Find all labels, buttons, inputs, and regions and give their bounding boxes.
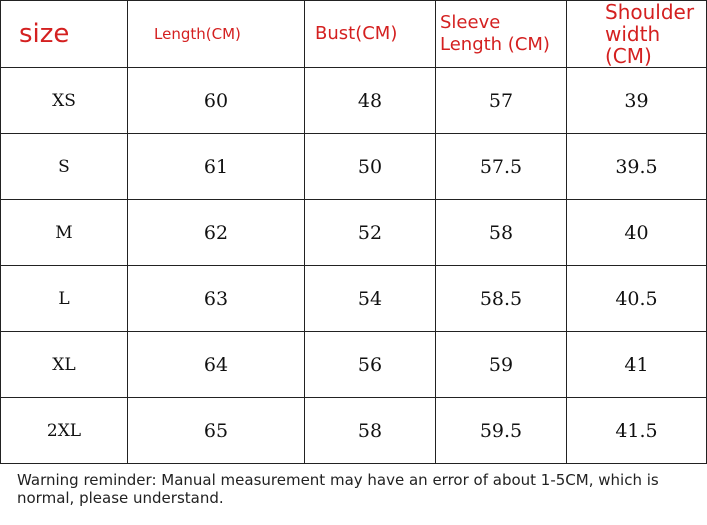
header-row: size Length(CM) Bust(CM) Sleeve Length (…: [0, 0, 707, 68]
header-length: Length(CM): [127, 0, 305, 68]
table-row: XS 60 48 57 39: [0, 67, 707, 134]
table-cell: 59.5: [435, 397, 567, 464]
header-sleeve: Sleeve Length (CM): [435, 0, 567, 68]
table-cell: 58.5: [435, 265, 567, 332]
warning-note: Warning reminder: Manual measurement may…: [17, 471, 659, 507]
table-cell: 59: [435, 331, 567, 398]
table-cell: 2XL: [0, 397, 128, 464]
header-size: size: [0, 0, 128, 68]
table-cell: 57.5: [435, 133, 567, 200]
header-bust: Bust(CM): [304, 0, 436, 68]
header-shoulder: Shoulder width (CM): [566, 0, 707, 68]
table-row: XL 64 56 59 41: [0, 331, 707, 398]
table-cell: 58: [435, 199, 567, 266]
table-cell: 52: [304, 199, 436, 266]
table-cell: 58: [304, 397, 436, 464]
table-cell: 63: [127, 265, 305, 332]
table-cell: 48: [304, 67, 436, 134]
table-cell: 41.5: [566, 397, 707, 464]
table-cell: 40.5: [566, 265, 707, 332]
table-cell: 64: [127, 331, 305, 398]
table-cell: XS: [0, 67, 128, 134]
table-row: S 61 50 57.5 39.5: [0, 133, 707, 200]
table-row: M 62 52 58 40: [0, 199, 707, 266]
table-cell: S: [0, 133, 128, 200]
table-cell: 54: [304, 265, 436, 332]
table-cell: 65: [127, 397, 305, 464]
table-row: L 63 54 58.5 40.5: [0, 265, 707, 332]
table-cell: 56: [304, 331, 436, 398]
table-cell: 61: [127, 133, 305, 200]
table-row: 2XL 65 58 59.5 41.5: [0, 397, 707, 464]
table-cell: 40: [566, 199, 707, 266]
table-cell: 39: [566, 67, 707, 134]
table-cell: L: [0, 265, 128, 332]
table-cell: 57: [435, 67, 567, 134]
table-cell: 39.5: [566, 133, 707, 200]
table-cell: 41: [566, 331, 707, 398]
size-chart-table: size Length(CM) Bust(CM) Sleeve Length (…: [0, 0, 707, 464]
table-cell: 60: [127, 67, 305, 134]
table-cell: M: [0, 199, 128, 266]
table-cell: 50: [304, 133, 436, 200]
table-cell: 62: [127, 199, 305, 266]
table-cell: XL: [0, 331, 128, 398]
